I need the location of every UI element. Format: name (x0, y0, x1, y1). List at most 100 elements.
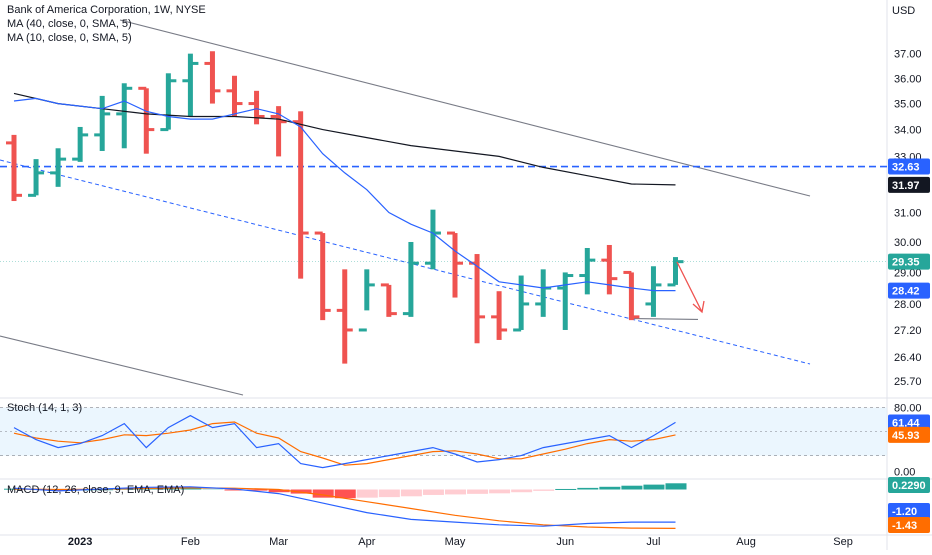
ohlc-bar-range (650, 266, 656, 317)
ohlc-bar-close (256, 114, 265, 118)
ohlc-bar-range (77, 126, 83, 162)
macd-legend-label[interactable]: MACD (12, 26, close, 9, EMA, EMA) (7, 484, 185, 496)
stoch-tag-bg (888, 426, 930, 443)
macd-histogram-bar (643, 484, 665, 490)
ohlc-bar-range (342, 269, 348, 364)
ohlc-bar-range (276, 106, 282, 157)
ohlc-bar-close (366, 283, 375, 287)
ohlc-bar-close (322, 308, 331, 312)
macd-histogram-bar (312, 489, 334, 498)
ohlc-bar-open (336, 308, 345, 312)
price-tick-label: 31.00 (894, 208, 922, 220)
stoch-band (0, 407, 887, 456)
time-axis-label: Feb (181, 536, 200, 548)
ohlc-bar-open (579, 274, 588, 278)
ma40-legend[interactable]: MA (40, close, 0, SMA, 5) (7, 18, 132, 30)
stoch-legend: Stoch (14, 1, 3) (7, 401, 82, 415)
ohlc-bar-close (190, 61, 199, 65)
ma10-legend[interactable]: MA (10, close, 0, SMA, 5) (7, 32, 132, 44)
stoch-legend-label[interactable]: Stoch (14, 1, 3) (7, 402, 83, 414)
ohlc-bar-open (72, 157, 81, 161)
ohlc-bar-range (232, 75, 237, 117)
ohlc-bar-open (402, 312, 411, 316)
ohlc-bar-close (168, 79, 177, 83)
ohlc-bar-range (165, 73, 171, 130)
price-tick-label: 35.00 (894, 99, 922, 111)
price-tick-label: 37.00 (894, 49, 922, 61)
ohlc-bar-close (609, 277, 618, 281)
macd-tag-bg (888, 477, 930, 493)
ohlc-bar-open (380, 283, 389, 287)
macd-signal-line (13, 487, 676, 530)
stoch-tick-label: 0.00 (894, 467, 915, 479)
ohlc-bar-range (320, 233, 326, 321)
macd-histogram-bar (511, 489, 533, 493)
ohlc-bar-close (146, 128, 155, 132)
macd-line (13, 486, 676, 527)
macd-histogram-bar (334, 489, 356, 499)
macd-histogram-bar (268, 489, 290, 493)
ohlc-bar-open (182, 79, 191, 83)
time-axis-label: Apr (358, 536, 375, 548)
macd-histogram-bar (180, 488, 202, 490)
macd-histogram-bar (621, 485, 643, 490)
ohlc-bar-close (388, 312, 397, 316)
ohlc-bar-open (667, 283, 676, 287)
macd-legend: MACD (12, 26, close, 9, EMA, EMA) (7, 483, 184, 497)
ohlc-bar-range (364, 269, 370, 311)
ohlc-bar-open (623, 270, 632, 274)
macd-tag: 0.2290 (892, 480, 926, 492)
channel-mid-dashed-line (0, 159, 811, 365)
price-tick-label: 29.00 (894, 267, 922, 279)
ohlc-bar-open (601, 258, 610, 262)
ohlc-bar-open (138, 86, 147, 90)
ohlc-bar-range (187, 53, 193, 117)
ohlc-bar-close (124, 86, 133, 90)
ohlc-bar-open (292, 120, 301, 124)
ohlc-bar-open (204, 61, 213, 65)
price-tag: 28.42 (892, 286, 920, 298)
ohlc-bar-close (653, 283, 662, 287)
stoch-tag: 45.93 (892, 430, 920, 442)
ohlc-bar-open (513, 328, 522, 332)
ohlc-bar-range (584, 247, 590, 295)
price-tag-bg (888, 253, 930, 270)
ohlc-bar-close (344, 328, 353, 332)
ohlc-bar-open (50, 171, 59, 175)
stoch-tick-label: 80.00 (894, 403, 922, 415)
ohlc-bar-close (14, 193, 22, 197)
ohlc-bar-range (209, 51, 215, 104)
ohlc-bar-open (270, 114, 279, 118)
price-tag-bg (888, 282, 930, 299)
ohlc-bar-range (540, 269, 546, 317)
ohlc-bar-close (455, 261, 463, 265)
macd-histogram-bar (445, 489, 466, 495)
price-tag-bg (888, 176, 930, 193)
ohlc-bar-range (298, 111, 304, 279)
ohlc-bar-open (160, 128, 169, 132)
ohlc-bar-close (410, 261, 419, 265)
ohlc-bar-close (300, 231, 309, 235)
price-tick-label: 26.40 (894, 352, 922, 364)
channel-upper-line (119, 19, 811, 197)
arrow-head (692, 300, 705, 314)
macd-histogram-bar (158, 488, 180, 490)
ohlc-bar-open (447, 231, 455, 235)
macd-histogram-bar (356, 489, 378, 498)
ohlc-bar-range (33, 159, 39, 196)
macd-histogram-bar (555, 488, 577, 490)
ma40-line (13, 92, 676, 186)
ohlc-bar-close (102, 112, 111, 116)
ohlc-bar-range (474, 254, 480, 344)
ohlc-bar-open (491, 315, 500, 319)
symbol-title[interactable]: Bank of America Corporation, 1W, NYSE (7, 4, 206, 16)
price-tag: 29.35 (892, 257, 920, 269)
ohlc-bar-close (432, 231, 441, 235)
ohlc-bar-close (675, 260, 684, 264)
support-trendline (631, 317, 699, 321)
ohlc-bar-open (248, 102, 257, 106)
ohlc-bar-open (94, 133, 103, 137)
currency-label[interactable]: USD (892, 5, 916, 17)
